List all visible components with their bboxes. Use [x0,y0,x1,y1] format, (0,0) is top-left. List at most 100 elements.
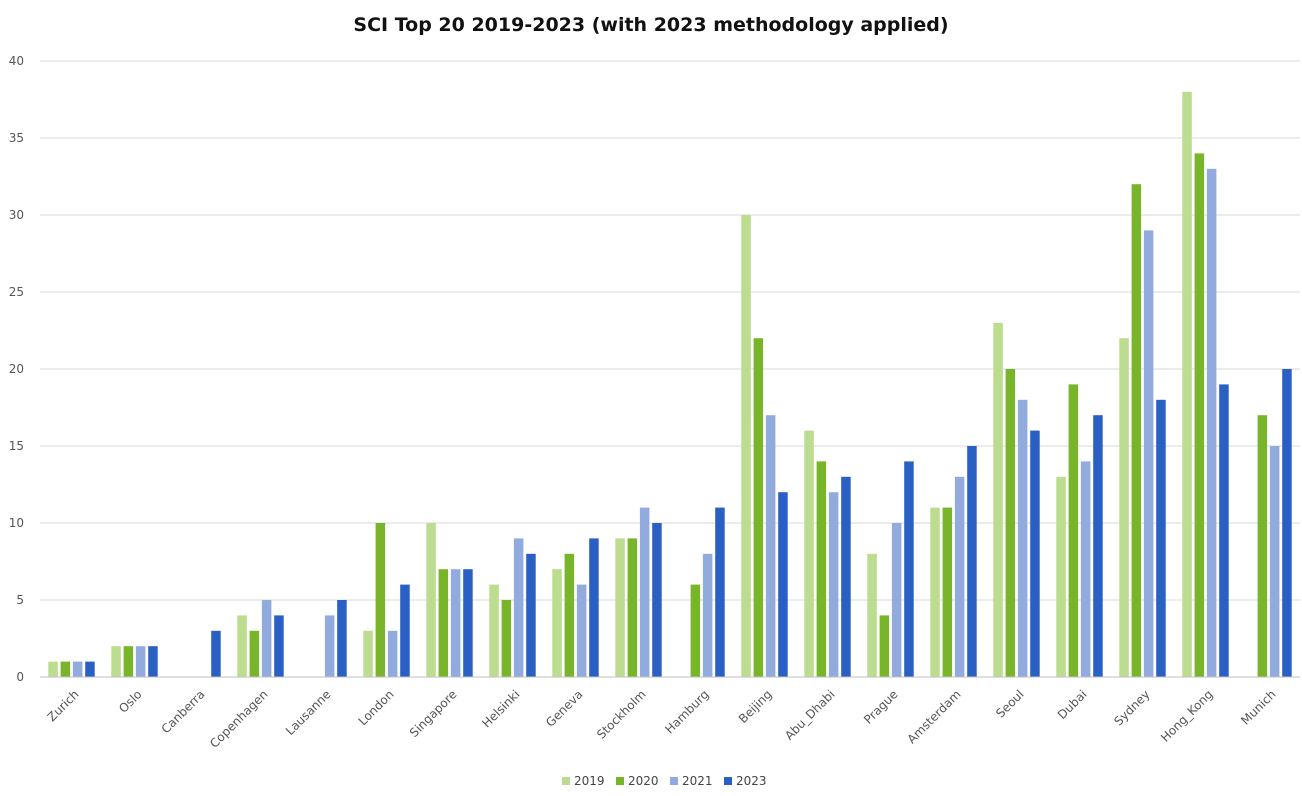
y-tick-label: 25 [9,285,24,299]
legend-label: 2020 [628,774,659,788]
bar-Amsterdam-2023 [967,446,977,677]
x-category-label: Copenhagen [207,687,271,751]
bar-Prague-2023 [904,461,914,677]
bar-Amsterdam-2019 [930,507,940,677]
x-category-label: Sydney [1111,687,1152,728]
bar-Zurich-2020 [60,661,71,677]
bar-Helsinki-2020 [501,600,512,677]
bar-Singapore-2021 [450,569,461,677]
bar-Singapore-2019 [426,523,436,677]
bar-Abu_Dhabi-2023 [841,476,851,677]
bar-Sydney-2019 [1119,338,1129,677]
bar-Hong_Kong-2023 [1219,384,1229,677]
bar-Dubai-2019 [1056,476,1066,677]
x-category-label: Stockholm [594,687,649,742]
bar-Sydney-2023 [1156,399,1166,677]
x-category-label: Prague [861,687,901,727]
bar-Amsterdam-2020 [942,507,953,677]
bar-Geneva-2023 [589,538,599,677]
bar-Prague-2019 [867,553,877,677]
x-category-label: Geneva [543,687,586,730]
bar-Beijing-2019 [741,215,751,677]
bar-Singapore-2020 [438,569,449,677]
bar-Stockholm-2020 [627,538,638,677]
x-category-label: Munich [1238,687,1278,727]
bar-Abu_Dhabi-2020 [816,461,827,677]
bar-Abu_Dhabi-2021 [828,492,839,677]
bar-Copenhagen-2021 [261,600,272,677]
bar-Helsinki-2019 [489,584,499,677]
x-category-label: Dubai [1055,687,1090,722]
bar-Helsinki-2021 [513,538,524,677]
legend-label: 2021 [682,774,713,788]
bar-Beijing-2021 [765,415,776,677]
bar-Geneva-2020 [564,553,575,677]
bar-Oslo-2019 [111,646,121,677]
bar-London-2020 [375,523,386,677]
y-tick-label: 30 [9,208,24,222]
bar-Canberra-2023 [211,630,221,677]
bar-Lausanne-2021 [324,615,335,677]
bar-Munich-2020 [1257,415,1268,677]
y-tick-label: 0 [16,670,24,684]
x-category-label: Zurich [45,687,82,724]
x-category-label: Hong_Kong [1158,687,1216,745]
bar-Sydney-2021 [1143,230,1154,677]
y-tick-label: 10 [9,516,24,530]
bar-Stockholm-2019 [615,538,625,677]
legend-label: 2023 [736,774,767,788]
bar-Hong_Kong-2019 [1182,91,1192,678]
bar-Beijing-2020 [753,338,764,677]
x-category-label: Hamburg [662,687,711,736]
x-category-label: London [356,687,397,728]
bar-Geneva-2021 [576,584,587,677]
bar-Seoul-2023 [1030,430,1040,677]
bar-Zurich-2023 [85,661,95,677]
bar-Oslo-2021 [135,646,146,677]
bar-Helsinki-2023 [526,553,536,677]
bar-Dubai-2021 [1080,461,1091,677]
x-category-label: Singapore [407,687,460,740]
bar-Amsterdam-2021 [954,476,965,677]
x-category-label: Seoul [993,687,1026,720]
bar-Copenhagen-2020 [249,630,260,677]
bar-Copenhagen-2019 [237,615,247,677]
bar-Oslo-2020 [123,646,134,677]
bar-Seoul-2021 [1017,399,1028,677]
y-axis-ticks: 0 5 10 15 20 25 30 35 40 [9,54,24,684]
legend-swatch-2019 [562,777,570,785]
bar-London-2023 [400,584,410,677]
bar-Stockholm-2021 [639,507,650,677]
bar-Munich-2021 [1269,446,1280,677]
bar-Hamburg-2020 [690,584,701,677]
bar-Stockholm-2023 [652,523,662,677]
bar-Zurich-2019 [48,661,58,677]
x-category-label: Abu_Dhabi [782,687,838,743]
bar-Sydney-2020 [1131,184,1142,677]
chart-title: SCI Top 20 2019-2023 (with 2023 methodol… [353,14,949,36]
bar-Hamburg-2023 [715,507,725,677]
bar-Abu_Dhabi-2019 [804,430,814,677]
y-tick-label: 15 [9,439,24,453]
bar-Hong_Kong-2020 [1194,153,1205,677]
legend-swatch-2021 [670,777,678,785]
bar-Copenhagen-2023 [274,615,284,677]
bar-London-2019 [363,630,373,677]
bar-Singapore-2023 [463,569,473,677]
bars [48,91,1292,678]
bar-Dubai-2023 [1093,415,1103,677]
bar-Lausanne-2023 [337,600,347,677]
bar-Zurich-2021 [72,661,83,677]
bar-Geneva-2019 [552,569,562,677]
x-category-label: Helsinki [479,687,522,730]
legend-swatch-2020 [616,777,624,785]
legend-swatch-2023 [724,777,732,785]
bar-Beijing-2023 [778,492,788,677]
bar-Dubai-2020 [1068,384,1079,677]
y-tick-label: 5 [16,593,24,607]
bar-Hong_Kong-2021 [1206,168,1217,678]
x-category-label: Lausanne [283,687,334,738]
x-axis-categories: Zurich Oslo Canberra Copenhagen Lausanne Lond… [45,687,1279,751]
x-category-label: Oslo [116,687,145,716]
